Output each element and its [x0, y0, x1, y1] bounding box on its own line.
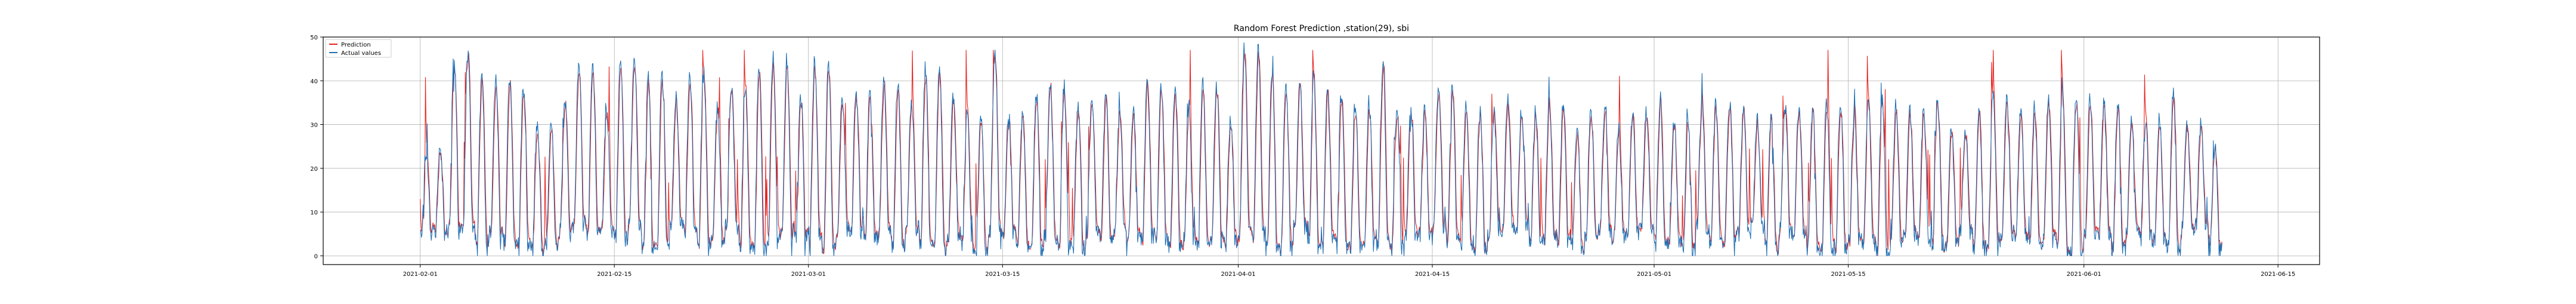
- grid-layer: [323, 36, 2320, 265]
- tick-layer: 2021-02-01 2021-02-15 2021-03-01 2021-03-15…: [310, 35, 2295, 278]
- chart-title: Random Forest Prediction ,station(29), s…: [1234, 24, 1409, 33]
- y-tick-label: 0: [314, 253, 318, 260]
- x-tick-label: 2021-03-01: [791, 271, 826, 278]
- y-tick-label: 20: [310, 166, 318, 173]
- legend-label-actual: Actual values: [341, 50, 381, 57]
- y-tick-label: 30: [310, 122, 318, 129]
- legend-box: [325, 39, 392, 58]
- x-tick-label: 2021-05-15: [1831, 271, 1865, 278]
- x-tick-label: 2021-04-15: [1415, 271, 1450, 278]
- legend-label-prediction: Prediction: [341, 42, 371, 48]
- y-tick-label: 50: [310, 35, 318, 41]
- y-tick-label: 40: [310, 78, 318, 85]
- x-tick-label: 2021-05-01: [1637, 271, 1671, 278]
- x-tick-label: 2021-03-15: [985, 271, 1020, 278]
- x-tick-label: 2021-02-01: [403, 271, 438, 278]
- x-tick-label: 2021-06-15: [2261, 271, 2295, 278]
- x-tick-label: 2021-04-01: [1221, 271, 1255, 278]
- x-tick-label: 2021-06-01: [2067, 271, 2101, 278]
- series-layer: [420, 42, 2222, 256]
- y-tick-label: 10: [310, 210, 318, 216]
- plot-frame: [323, 36, 2320, 265]
- x-tick-label: 2021-02-15: [597, 271, 631, 278]
- legend: Prediction Actual values: [325, 39, 392, 58]
- series-line-actual: [420, 42, 2222, 256]
